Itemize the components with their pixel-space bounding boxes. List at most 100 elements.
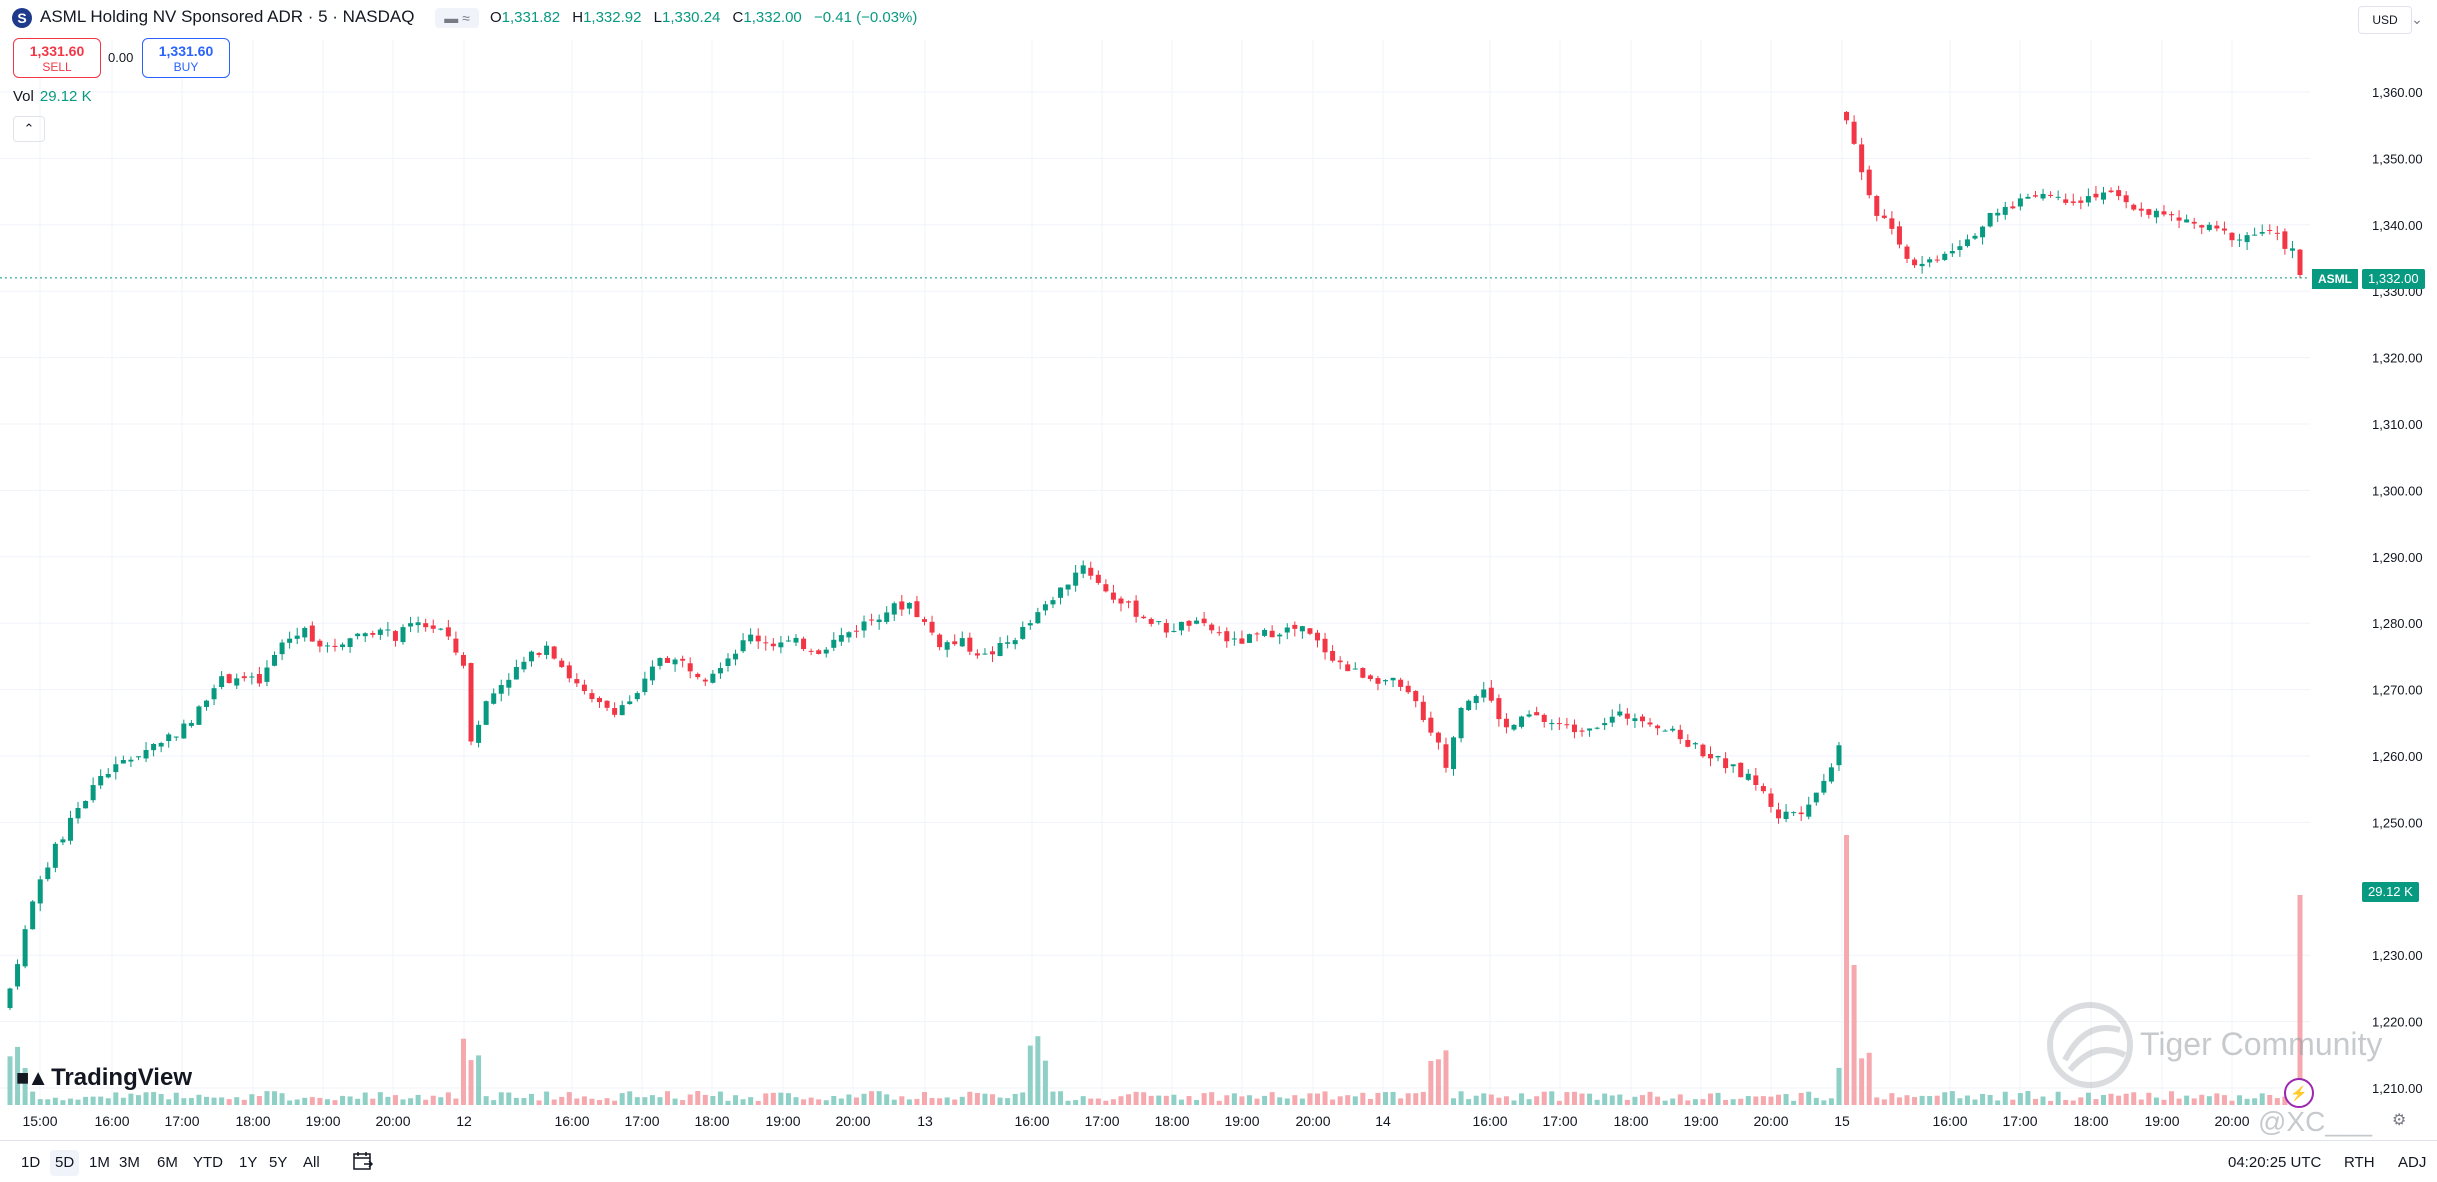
last-price-tag: 1,332.00	[2362, 269, 2425, 289]
candle-body	[649, 666, 655, 681]
candle-body	[2063, 199, 2069, 203]
volume-bar	[135, 1095, 141, 1105]
volume-bar	[98, 1096, 104, 1105]
volume-bar	[695, 1091, 701, 1105]
volume-bar	[1186, 1096, 1192, 1105]
candle-body	[627, 701, 633, 705]
candle-body	[1677, 729, 1683, 740]
candle-body	[1405, 685, 1411, 693]
volume-bar	[1428, 1060, 1434, 1105]
volume-bar	[309, 1097, 315, 1105]
candle-body	[1413, 690, 1419, 702]
candle-body	[672, 659, 678, 665]
volume-bar	[415, 1094, 421, 1105]
currency-selector[interactable]: USD	[2358, 6, 2412, 34]
candle-body	[967, 637, 973, 652]
candle-body	[2206, 224, 2212, 230]
volume-bar	[702, 1094, 708, 1105]
calendar-icon[interactable]	[352, 1150, 374, 1172]
adj-toggle[interactable]: ADJ	[2398, 1154, 2427, 1171]
flag-icon[interactable]: ▬ ≈	[435, 8, 479, 28]
candle-body	[468, 663, 474, 742]
time-tick-label: 15:00	[22, 1113, 57, 1129]
range-button-5y[interactable]: 5Y	[269, 1154, 288, 1171]
volume-bar	[151, 1092, 157, 1105]
volume-bar	[377, 1092, 383, 1105]
volume-bar	[990, 1094, 996, 1105]
settings-gear-icon[interactable]: ⚙	[2392, 1112, 2407, 1129]
chevron-down-icon[interactable]: ⌄	[2411, 11, 2423, 27]
volume-bar	[2048, 1100, 2054, 1105]
sell-button[interactable]: 1,331.60 SELL	[13, 38, 101, 78]
candle-body	[2085, 196, 2091, 203]
volume-bar	[1058, 1091, 1064, 1105]
price-tick-label: 1,230.00	[2372, 948, 2423, 963]
range-button-ytd[interactable]: YTD	[193, 1154, 223, 1171]
volume-bar	[974, 1092, 980, 1105]
candle-body	[264, 667, 270, 682]
volume-bar	[717, 1091, 723, 1105]
candle-body	[83, 800, 89, 809]
range-button-1y[interactable]: 1Y	[239, 1154, 258, 1171]
volume-bar	[1851, 965, 1857, 1105]
volume-bar	[1246, 1095, 1252, 1105]
rth-toggle[interactable]: RTH	[2344, 1154, 2375, 1171]
range-button-1d[interactable]: 1D	[21, 1154, 41, 1171]
price-tick-label: 1,290.00	[2372, 550, 2423, 565]
volume-bar	[1466, 1099, 1472, 1105]
volume-bar	[1791, 1100, 1797, 1105]
volume-bar	[657, 1097, 663, 1105]
volume-bar	[1005, 1098, 1011, 1105]
range-button-3m[interactable]: 3M	[119, 1154, 140, 1171]
volume-bar	[1624, 1099, 1630, 1105]
buy-price: 1,331.60	[158, 43, 214, 59]
volume-bar	[2237, 1095, 2243, 1105]
volume-bar	[370, 1098, 376, 1105]
volume-bar	[1519, 1093, 1525, 1105]
candle-body	[2017, 198, 2023, 207]
volume-bar	[1216, 1100, 1222, 1105]
candle-body	[2025, 196, 2031, 199]
volume-bar	[1556, 1100, 1562, 1105]
candle-body	[2138, 208, 2144, 211]
candle-body	[67, 817, 73, 841]
candle-body	[1655, 725, 1661, 729]
range-button-6m[interactable]: 6M	[157, 1154, 178, 1171]
candle-body	[1451, 737, 1457, 770]
candle-body	[37, 879, 43, 904]
volume-bar	[1375, 1092, 1381, 1105]
volume-bar	[7, 1056, 13, 1105]
price-chart[interactable]: 1,360.001,350.001,340.001,330.001,320.00…	[0, 0, 2437, 1140]
volume-bar	[476, 1055, 482, 1105]
candle-body	[959, 638, 965, 647]
candle-body	[491, 693, 497, 704]
buy-button[interactable]: 1,331.60 BUY	[142, 38, 230, 78]
range-button-all[interactable]: All	[303, 1154, 320, 1171]
volume-bar	[1995, 1100, 2001, 1105]
range-button-1m[interactable]: 1M	[89, 1154, 110, 1171]
volume-bar	[1126, 1094, 1132, 1105]
time-tick-label: 20:00	[1295, 1113, 1330, 1129]
volume-bar	[869, 1091, 875, 1105]
utc-clock[interactable]: 04:20:25 UTC	[2228, 1154, 2322, 1171]
candle-body	[1617, 711, 1623, 716]
price-tick-label: 1,270.00	[2372, 683, 2423, 698]
volume-bar	[1178, 1099, 1184, 1105]
volume-bar	[1352, 1096, 1358, 1105]
collapse-legend-button[interactable]: ⌃	[13, 116, 45, 142]
candle-body	[906, 602, 912, 609]
lightning-icon[interactable]: ⚡	[2284, 1078, 2314, 1108]
candle-body	[408, 623, 414, 627]
volume-bar	[2191, 1098, 2197, 1105]
time-tick-label: 17:00	[1084, 1113, 1119, 1129]
volume-bar	[158, 1094, 164, 1105]
volume-bar	[1262, 1095, 1268, 1105]
volume-bar	[1163, 1095, 1169, 1105]
symbol-price-tag: ASML	[2312, 269, 2358, 289]
candle-body	[113, 764, 119, 773]
symbol-title[interactable]: ASML Holding NV Sponsored ADR · 5 · NASD…	[40, 7, 415, 26]
candle-body	[2274, 232, 2280, 234]
tradingview-logo[interactable]: ■▲ TradingView	[16, 1064, 192, 1092]
volume-bar	[1345, 1095, 1351, 1105]
range-button-5d[interactable]: 5D	[50, 1150, 80, 1176]
